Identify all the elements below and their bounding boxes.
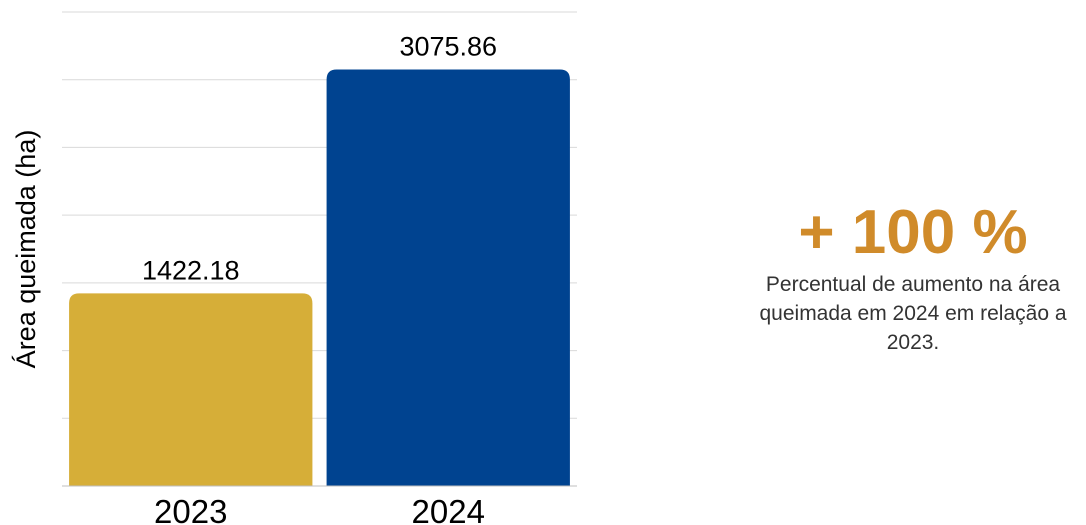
data-label-2023: 1422.18: [142, 255, 240, 285]
increase-percentage: + 100 %: [798, 198, 1028, 267]
bar-2023: [69, 293, 313, 486]
increase-callout: + 100 % Percentual de aumento na área qu…: [740, 198, 1086, 357]
increase-description: Percentual de aumento na área queimada e…: [759, 273, 1067, 354]
data-label-2024: 3075.86: [399, 31, 497, 61]
y-axis-title: Área queimada (ha): [11, 130, 41, 369]
x-tick-label-2024: 2024: [412, 493, 485, 525]
x-tick-label-2023: 2023: [154, 493, 227, 525]
bar-2024: [326, 69, 570, 486]
bars: [69, 69, 570, 486]
data-labels: 1422.18 3075.86: [142, 31, 497, 285]
x-tick-labels: 2023 2024: [154, 493, 485, 525]
